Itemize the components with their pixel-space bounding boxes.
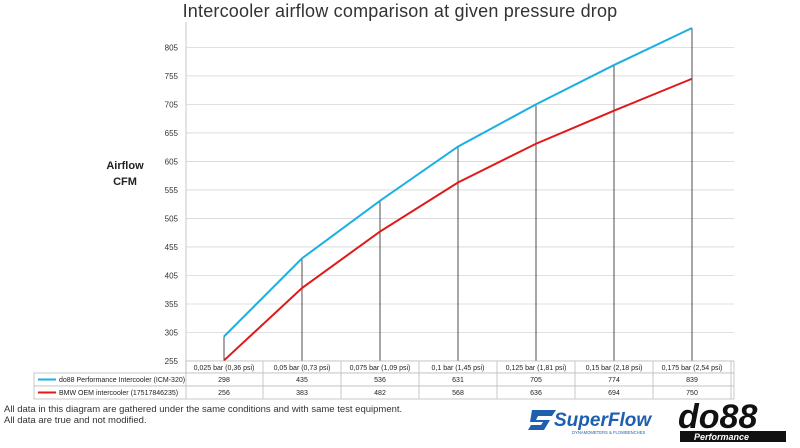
x-category-label: 0,025 bar (0,36 psi) [194,365,255,372]
line-chart: 255 305 355 405 455 505 555 605 655 705 755 805 0,0… [33,22,735,400]
y-axis-label: Airflow CFM [100,158,150,190]
y-tick-label: 605 [165,157,179,166]
gridlines [185,22,734,362]
data-value: 435 [296,377,308,384]
y-tick-label: 705 [165,100,179,109]
y-tick-label: 655 [165,129,179,138]
footer-line-1: All data in this diagram are gathered un… [4,404,403,415]
do88-logo-subtext: Performance [694,432,749,442]
data-value: 536 [374,377,386,384]
footer-note: All data in this diagram are gathered un… [4,404,402,426]
data-value: 631 [452,377,464,384]
series-lines [223,27,693,362]
footer-line-2: All data are true and not modified. [4,415,147,426]
y-tick-label: 405 [165,271,179,280]
x-category-label: 0,075 bar (1,09 psi) [350,365,411,372]
series-line-1 [223,27,693,338]
data-value: 482 [374,390,386,397]
x-category-label: 0,15 bar (2,18 psi) [586,365,643,372]
chart-title: Intercooler airflow comparison at given … [182,1,618,21]
x-category-label: 0,175 bar (2,54 psi) [662,365,723,372]
data-value: 774 [608,377,620,384]
y-tick-label: 355 [165,300,179,309]
data-value: 256 [218,390,230,397]
data-table: 0,025 bar (0,36 psi) 0,05 bar (0,73 psi) 0… [33,360,735,400]
superflow-logo-text: SuperFlow [554,410,652,431]
data-value: 694 [608,390,620,397]
data-value: 383 [296,390,308,397]
table-row [33,385,735,400]
data-value: 298 [218,377,230,384]
y-axis-label-line-2: CFM [113,176,137,188]
y-tick-label: 305 [165,328,179,337]
superflow-logo-tagline: DYNAMOMETERS & FLOWBENCHES [572,430,645,435]
data-value: 636 [530,390,542,397]
y-tick-label: 805 [165,43,179,52]
category-drop-lines [223,28,693,361]
do88-logo: do88 Performance [678,398,786,442]
data-value: 568 [452,390,464,397]
superflow-logo: SuperFlow DYNAMOMETERS & FLOWBENCHES [528,410,652,435]
y-tick-label: 505 [165,214,179,223]
y-tick-label: 555 [165,186,179,195]
data-value: 839 [686,377,698,384]
y-tick-label: 255 [165,357,179,366]
do88-logo-text: do88 [678,398,757,436]
series-line-2 [223,77,693,362]
legend-label-2: BMW OEM intercooler (17517846235) [59,390,178,397]
legend-label-1: do88 Performance Intercooler (ICM-320) [59,377,185,384]
x-category-label: 0,125 bar (1,81 psi) [506,365,567,372]
data-value: 705 [530,377,542,384]
y-tick-label: 755 [165,72,179,81]
y-axis-label-line-1: Airflow [106,160,144,172]
y-tick-labels: 255 305 355 405 455 505 555 605 655 705 755 805 [165,43,179,366]
y-tick-label: 455 [165,243,179,252]
x-category-label: 0,05 bar (0,73 psi) [274,365,331,372]
data-value: 750 [686,390,698,397]
x-category-label: 0,1 bar (1,45 psi) [432,365,485,372]
